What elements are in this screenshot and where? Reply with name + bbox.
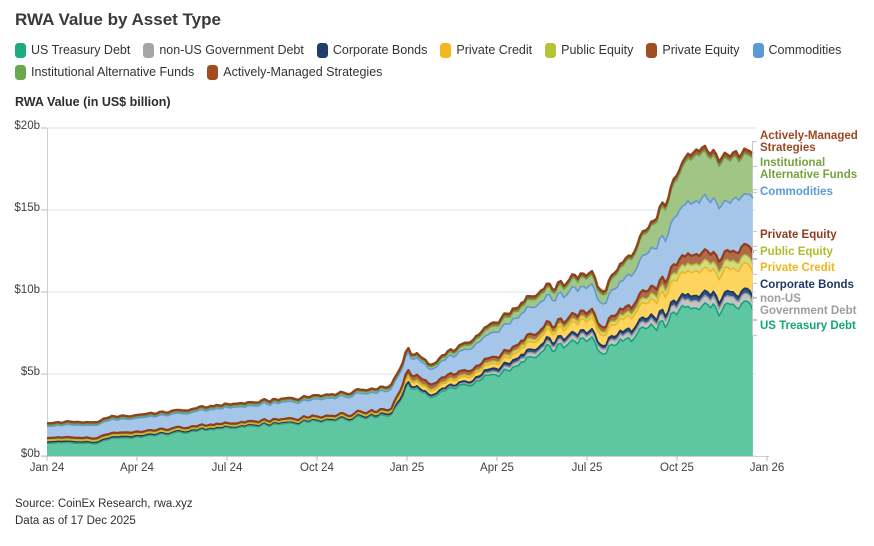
legend-swatch-icon (646, 42, 658, 58)
legend-label: Commodities (768, 43, 842, 57)
legend-item-corporate-bonds[interactable]: Corporate Bonds (316, 42, 428, 58)
x-tick-label: Jul 24 (211, 462, 243, 474)
legend-item-us-treasury-debt[interactable]: US Treasury Debt (15, 42, 131, 58)
legend-item-actively-managed-strategies[interactable]: Actively-Managed Strategies (207, 64, 383, 80)
legend-swatch-icon (545, 42, 557, 58)
x-tick-label: Jan 26 (749, 462, 785, 474)
annotation-connector (751, 192, 757, 193)
annotation-corporate-bonds: Corporate Bonds (760, 279, 854, 291)
annotation-connector (752, 283, 757, 298)
annotation-connector (752, 166, 757, 190)
legend-label: Corporate Bonds (332, 43, 428, 57)
x-tick-label: Jul 25 (571, 462, 603, 474)
annotation-commodities: Commodities (760, 186, 833, 198)
legend-item-institutional-alternative-funds[interactable]: Institutional Alternative Funds (15, 64, 195, 80)
data-as-of-line: Data as of 17 Dec 2025 (15, 515, 136, 527)
legend-item-non-us-government-debt[interactable]: non-US Government Debt (143, 42, 304, 58)
annotation-private-equity: Private Equity (760, 229, 837, 241)
x-tick-label: Jan 25 (389, 462, 425, 474)
x-tick-label: Oct 25 (660, 462, 694, 474)
annotation-us-treasury-debt: US Treasury Debt (760, 320, 856, 332)
legend-swatch-icon (207, 64, 219, 80)
chart-legend: US Treasury Debt non-US Government Debt Co… (15, 39, 841, 83)
legend-label: Institutional Alternative Funds (31, 65, 195, 79)
legend-row: Institutional Alternative Funds Actively-… (15, 61, 805, 83)
legend-swatch-icon (316, 42, 328, 58)
legend-label: non-US Government Debt (159, 43, 304, 57)
x-tick-label: Apr 25 (480, 462, 514, 474)
annotation-public-equity: Public Equity (760, 246, 833, 258)
legend-swatch-icon (440, 42, 452, 58)
legend-item-public-equity[interactable]: Public Equity (545, 42, 634, 58)
legend-row: US Treasury Debt non-US Government Debt Co… (15, 39, 841, 61)
annotation-connector (752, 231, 757, 247)
y-tick-label: $15b (14, 202, 40, 214)
annotation-connector (752, 259, 757, 275)
y-tick-label: $20b (14, 120, 40, 132)
y-axis-title: RWA Value (in US$ billion) (15, 95, 171, 109)
legend-label: Private Equity (662, 43, 740, 57)
legend-item-private-credit[interactable]: Private Credit (440, 42, 533, 58)
legend-label: Actively-Managed Strategies (223, 65, 383, 79)
legend-swatch-icon (15, 42, 26, 58)
legend-label: Private Credit (456, 43, 533, 57)
y-tick-label: $5b (20, 366, 40, 378)
legend-swatch-icon (15, 64, 26, 80)
legend-item-commodities[interactable]: Commodities (752, 42, 842, 58)
annotation-connector (752, 250, 757, 259)
y-tick-label: $10b (14, 284, 40, 296)
annotation-private-credit: Private Credit (760, 262, 835, 274)
legend-label: US Treasury Debt (31, 43, 131, 57)
legend-item-private-equity[interactable]: Private Equity (646, 42, 740, 58)
source-line: Source: CoinEx Research, rwa.xyz (15, 498, 193, 510)
annotation-connector (752, 141, 757, 167)
legend-swatch-icon (143, 42, 155, 58)
x-tick-label: Jan 24 (29, 462, 65, 474)
annotation-connector (752, 298, 757, 320)
y-tick-label: $0b (20, 448, 40, 460)
annotation-institutional-alternative-funds: Institutional Alternative Funds (760, 157, 858, 181)
x-tick-label: Oct 24 (300, 462, 334, 474)
page-title: RWA Value by Asset Type (15, 10, 221, 29)
annotation-connector (752, 320, 757, 336)
annotation-actively-managed-strategies: Actively-Managed Strategies (760, 130, 858, 154)
annotation-non-us-government-debt: non-US Government Debt (760, 293, 857, 317)
x-tick-label: Apr 24 (120, 462, 154, 474)
legend-swatch-icon (752, 42, 764, 58)
legend-label: Public Equity (561, 43, 634, 57)
